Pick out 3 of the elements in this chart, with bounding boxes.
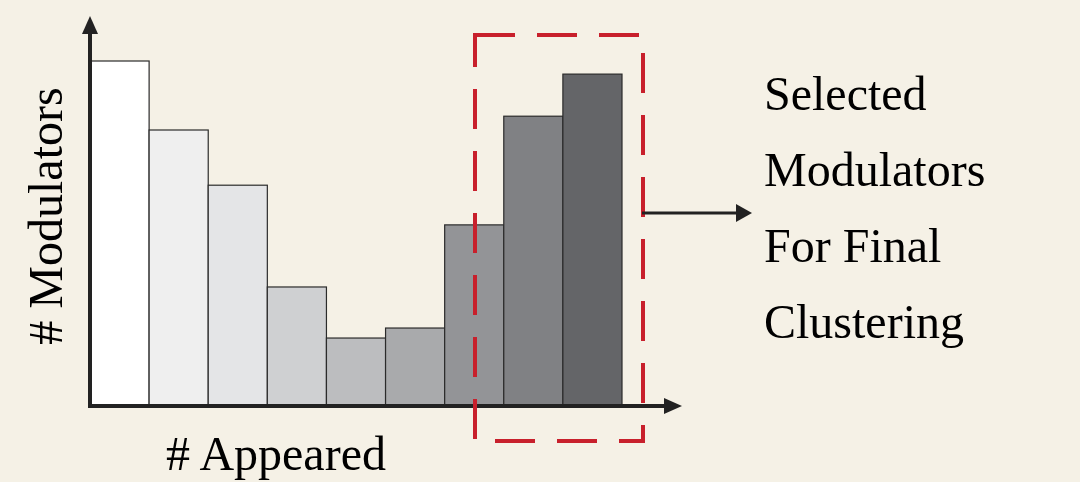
x-axis-title: # Appeared — [166, 427, 386, 480]
y-axis-title: # Modulators — [19, 87, 72, 345]
text: Selected Modulators For Final Clustering — [764, 67, 986, 348]
